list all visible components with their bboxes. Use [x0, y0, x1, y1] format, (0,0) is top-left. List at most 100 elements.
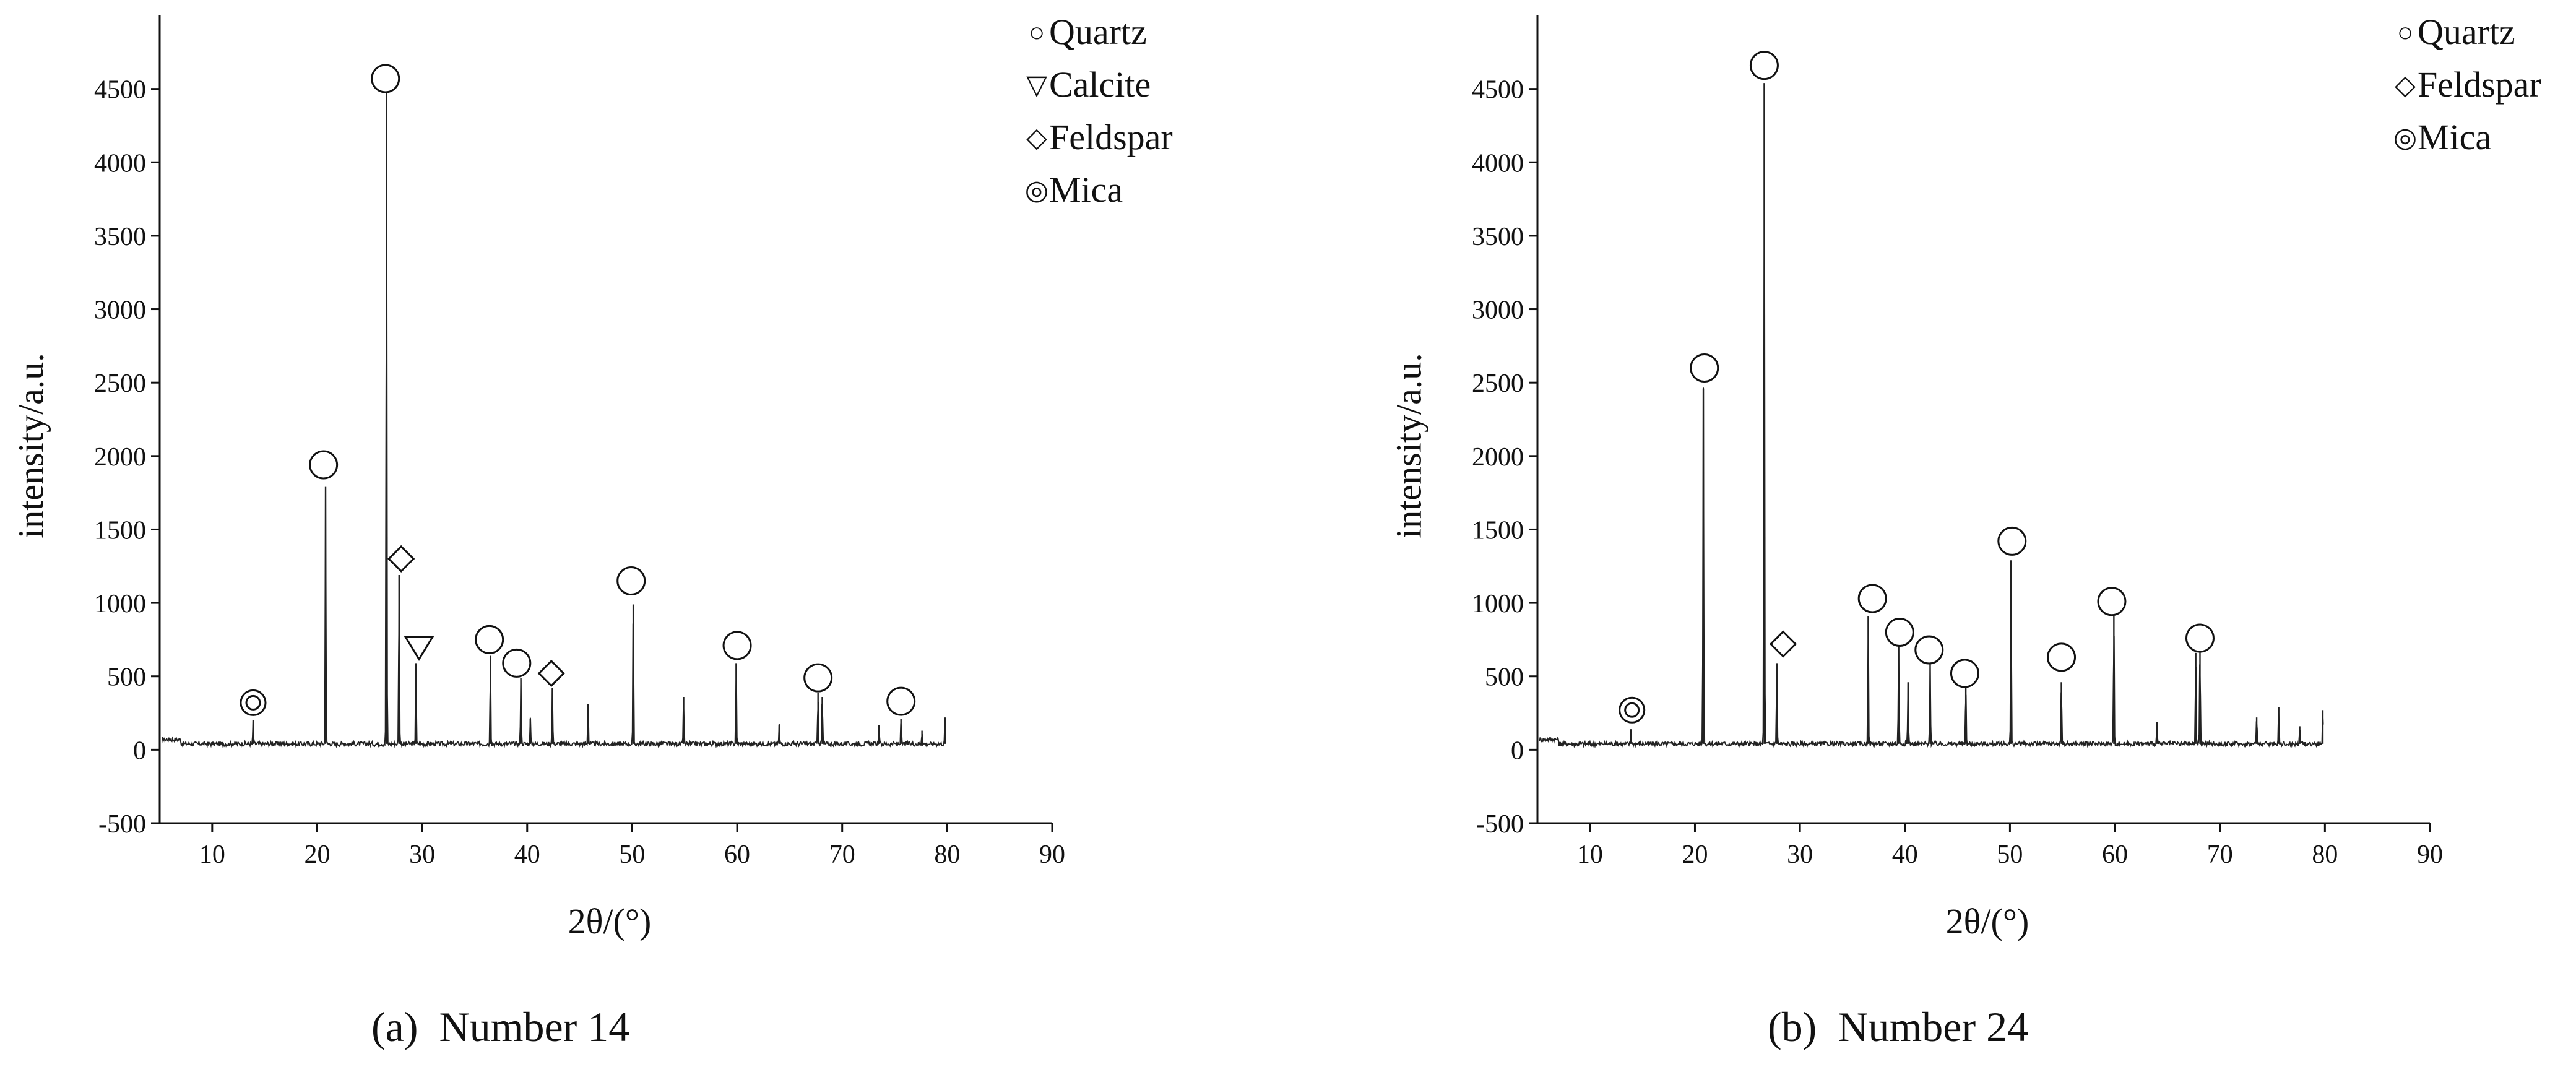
legend-label: Mica: [1049, 170, 1123, 210]
y-tick-label: 3500: [94, 223, 146, 251]
quartz-marker: [1885, 618, 1914, 647]
y-tick-label: 500: [107, 664, 146, 692]
x-tick-label: 90: [1039, 841, 1065, 869]
legend-item: ○ Quartz: [2393, 6, 2541, 59]
y-tick-label: -500: [1476, 810, 1524, 839]
y-tick-label: 0: [1511, 737, 1524, 765]
x-tick-label: 30: [409, 841, 435, 869]
quartz-marker: [2185, 623, 2215, 653]
quartz-marker: [475, 625, 504, 654]
quartz-marker: [2097, 587, 2127, 616]
legend-label: Mica: [2418, 117, 2492, 157]
x-tick-label: 60: [2102, 841, 2128, 869]
y-tick-label: 500: [1485, 664, 1524, 692]
x-tick-label: 70: [2207, 841, 2233, 869]
x-tick-label: 40: [514, 841, 540, 869]
y-tick-label: 3000: [1472, 296, 1524, 325]
quartz-marker: [1857, 584, 1887, 613]
y-tick-label: 3500: [1472, 223, 1524, 251]
y-tick-label: 2500: [1472, 370, 1524, 398]
quartz-marker: [309, 450, 339, 480]
legend-label: Quartz: [1049, 12, 1147, 52]
x-tick-label: 10: [199, 841, 225, 869]
x-tick-label: 90: [2417, 841, 2443, 869]
quartz-marker: [1950, 659, 1979, 688]
chart-svg-b: -500 0 500 1000 1500 2000 2500 3000 3500 4000 4500…: [1472, 15, 2443, 869]
chart-panel-b: -500 0 500 1000 1500 2000 2500 3000 3500 4000 4500…: [1288, 0, 2576, 1072]
panel-caption: (b) Number 24: [1768, 1003, 2029, 1050]
legend-item: ◇Feldspar: [2393, 59, 2541, 111]
x-tick-label: 50: [1997, 841, 2023, 869]
x-tick-label: 10: [1577, 841, 1603, 869]
quartz-marker-icon: ○: [1028, 17, 1045, 48]
legend-label: Quartz: [2418, 12, 2515, 52]
quartz-marker: [803, 663, 833, 693]
quartz-marker: [1749, 51, 1779, 80]
legend-item: ◎Mica: [1024, 164, 1173, 217]
legend-item: ◎Mica: [2393, 111, 2541, 164]
y-tick-label: 0: [133, 737, 146, 765]
feldspar-marker: [1769, 630, 1797, 658]
quartz-marker: [1997, 526, 2027, 556]
y-tick-label: 2500: [94, 370, 146, 398]
y-axis-label: intensity/a.u.: [1388, 353, 1429, 538]
x-tick-label: 80: [2312, 841, 2338, 869]
y-tick-label: 4500: [94, 76, 146, 105]
legend-label: Feldspar: [1049, 117, 1173, 157]
feldspar-marker: [537, 659, 565, 688]
x-tick-label: 50: [619, 841, 645, 869]
y-axis-label: intensity/a.u.: [11, 353, 51, 538]
panel-caption: (a) Number 14: [371, 1003, 630, 1050]
quartz-marker: [886, 686, 916, 716]
quartz-marker: [2047, 642, 2077, 672]
feldspar-marker: [387, 545, 415, 573]
quartz-marker: [502, 648, 532, 678]
y-tick-label: 4500: [1472, 76, 1524, 105]
x-tick-label: 80: [934, 841, 960, 869]
x-tick-label: 20: [1682, 841, 1708, 869]
y-tick-label: 1500: [1472, 516, 1524, 545]
quartz-marker: [371, 64, 400, 93]
y-tick-label: 2000: [94, 443, 146, 472]
mica-marker: [1619, 696, 1646, 724]
x-axis-label: 2θ/(°): [1945, 901, 2029, 941]
calcite-marker: [404, 636, 434, 661]
y-tick-label: 4000: [94, 149, 146, 178]
quartz-marker: [1914, 635, 1944, 665]
y-tick-label: 2000: [1472, 443, 1524, 472]
feldspar-marker-icon: ◇: [2395, 70, 2416, 100]
y-tick-label: 1500: [94, 516, 146, 545]
mica-marker: [240, 689, 267, 716]
mica-marker-icon: ◎: [2393, 123, 2418, 153]
y-tick-label: 1000: [1472, 590, 1524, 618]
mica-marker-icon: ◎: [1024, 175, 1049, 205]
x-axis-label: 2θ/(°): [568, 901, 652, 941]
legend-item: ○ Quartz: [1024, 6, 1173, 59]
chart-svg-a: -500 0 500 1000 1500 2000 2500 3000 3500 4000 4500…: [94, 15, 1065, 869]
legend: ○ Quartz ▽Calcite ◇Feldspar ◎Mica: [1024, 6, 1173, 217]
chart-panel-a: -500 0 500 1000 1500 2000 2500 3000 3500 4000 4500…: [11, 6, 1173, 1050]
quartz-marker: [1690, 353, 1719, 383]
feldspar-marker-icon: ◇: [1026, 123, 1047, 153]
diffraction-line: [162, 189, 946, 749]
quartz-marker: [722, 631, 752, 660]
x-tick-label: 70: [829, 841, 855, 869]
y-tick-label: 3000: [94, 296, 146, 325]
diffraction-line: [1539, 184, 2324, 749]
mica-marker-inner: [245, 694, 261, 711]
y-tick-label: 4000: [1472, 149, 1524, 178]
y-tick-label: 1000: [94, 590, 146, 618]
mica-marker-inner: [1624, 702, 1640, 718]
legend: ○ Quartz ◇Feldspar ◎Mica: [2393, 6, 2541, 164]
legend-label: Feldspar: [2418, 64, 2541, 105]
quartz-marker-icon: ○: [2397, 17, 2414, 48]
x-tick-label: 30: [1787, 841, 1813, 869]
x-tick-label: 60: [724, 841, 750, 869]
legend-item: ◇Feldspar: [1024, 111, 1173, 164]
x-tick-label: 40: [1892, 841, 1918, 869]
legend-item: ▽Calcite: [1024, 59, 1173, 111]
quartz-marker: [616, 566, 646, 595]
legend-label: Calcite: [1049, 64, 1151, 105]
y-tick-label: -500: [98, 810, 146, 839]
x-tick-label: 20: [304, 841, 330, 869]
